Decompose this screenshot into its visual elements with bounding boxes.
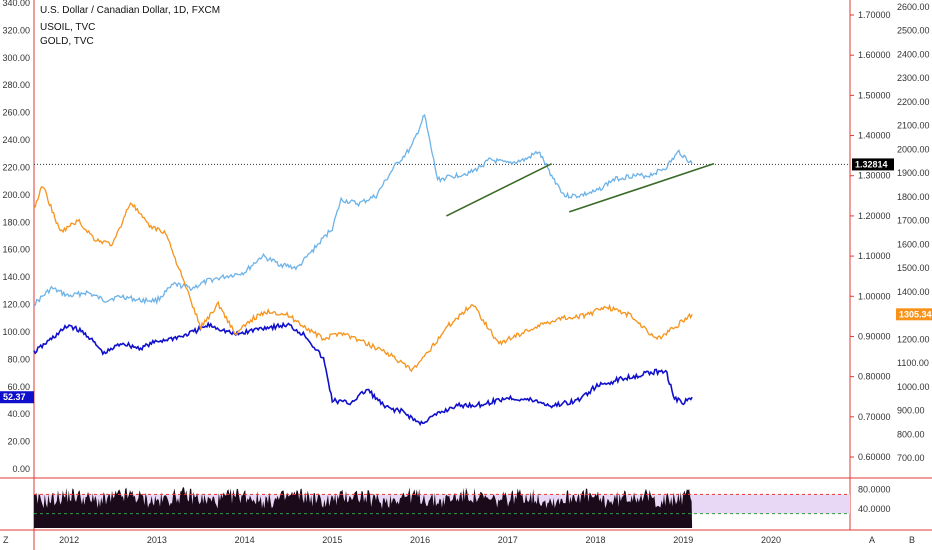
left-tick-label: 40.00 [7,409,30,419]
last-value-tags: 52.37 1.32814 1305.34 [0,158,932,404]
rsi-tick-label: 80.0000 [858,485,891,495]
x-tick-label: 2019 [673,535,693,545]
left-tick-label: 120.00 [2,300,30,310]
gold-series-line [33,185,693,373]
left-tick-label: 20.00 [7,437,30,447]
right-tick-label: 1500.00 [897,263,930,273]
x-tick-label: 2012 [59,535,79,545]
right-tick-label: 2400.00 [897,49,930,59]
left-tick-label: 80.00 [7,354,30,364]
right-tick-label: 800.00 [897,429,925,439]
right-tick-label: 2500.00 [897,26,930,36]
left-tick-label: 340.00 [2,0,30,8]
usoil-series-line [33,321,693,427]
x-tick-label: 2018 [586,535,606,545]
right-tick-label: 1900.00 [897,168,930,178]
left-tick-label: 280.00 [2,80,30,90]
right-tick-label: 2600.00 [897,2,930,12]
x-axis: 2012 2013 2014 2015 2016 2017 2018 2019 2020 [59,535,781,545]
right-tick-label: 2000.00 [897,144,930,154]
gold-last-value-tag: 1305.34 [899,309,932,319]
legend-usoil: USOIL, TVC [40,22,95,33]
left-axis: 340.00 320.00 300.00 280.00 260.00 240.00 220.… [2,0,30,474]
legend-gold: GOLD, TVC [40,36,94,47]
left-tick-label: 180.00 [2,217,30,227]
rsi-panel: RSI [34,483,850,528]
usoil-last-value-tag-bg [0,391,34,404]
right-tick-label: 700.00 [897,453,925,463]
x-tick-label: 2020 [761,535,781,545]
left-tick-label: 220.00 [2,162,30,172]
mid-tick-label: 1.70000 [858,10,891,20]
left-tick-label: 200.00 [2,190,30,200]
mid-tick-label: 0.90000 [858,331,891,341]
trendline-1[interactable] [446,162,553,217]
left-tick-label: 260.00 [2,108,30,118]
right-tick-label: 1000.00 [897,382,930,392]
mid-tick-label: 1.50000 [858,90,891,100]
rsi-fill [34,487,693,528]
rsi-tick-label: 40.0000 [858,504,891,514]
left-tick-label: 240.00 [2,135,30,145]
mid-tick-label: 1.60000 [858,50,891,60]
right-tick-label: 1800.00 [897,192,930,202]
mid-tick-label: 0.60000 [858,452,891,462]
left-tick-label: 100.00 [2,327,30,337]
right-tick-label: 1700.00 [897,216,930,226]
series-layer [33,113,693,427]
x-tick-label: 2017 [498,535,518,545]
right-axis: 2600.00 2500.00 2400.00 2300.00 2200.00 2100.… [897,2,930,463]
axis-corner-a[interactable]: A [869,535,875,545]
left-tick-label: 160.00 [2,245,30,255]
left-tick-label: 320.00 [2,25,30,35]
mid-axis: 1.70000 1.60000 1.50000 1.40000 1.30000 1.200… [850,10,891,462]
axis-corner-b[interactable]: B [909,535,915,545]
mid-tick-label: 1.40000 [858,131,891,141]
left-tick-label: 0.00 [12,464,30,474]
gold-last-value-tag-bg [896,308,932,321]
left-tick-label: 140.00 [2,272,30,282]
axis-corner-z[interactable]: Z [3,535,9,545]
left-tick-label: 300.00 [2,53,30,63]
right-tick-label: 1100.00 [897,358,929,368]
x-tick-label: 2016 [410,535,430,545]
right-tick-label: 2300.00 [897,73,930,83]
right-tick-label: 2100.00 [897,121,930,131]
x-tick-label: 2014 [235,535,255,545]
mid-tick-label: 1.10000 [858,251,891,261]
usdcad-series-line [33,113,693,307]
left-tick-label: 60.00 [7,382,30,392]
right-tick-label: 900.00 [897,406,925,416]
trendline-layer[interactable] [446,162,715,217]
mid-tick-label: 1.30000 [858,171,891,181]
right-tick-label: 1200.00 [897,334,930,344]
legend-main-symbol: U.S. Dollar / Canadian Dollar, 1D, FXCM [40,5,220,16]
x-tick-label: 2015 [322,535,342,545]
rsi-label: RSI [40,483,55,493]
mid-tick-label: 0.70000 [858,412,891,422]
trendline-2[interactable] [568,162,715,213]
right-tick-label: 1400.00 [897,287,930,297]
right-tick-label: 1600.00 [897,239,930,249]
mid-tick-label: 0.80000 [858,372,891,382]
mid-tick-label: 1.00000 [858,291,891,301]
x-tick-label: 2013 [147,535,167,545]
usoil-last-value-tag: 52.37 [3,392,26,402]
rsi-axis: 80.0000 40.0000 [858,485,891,514]
usdcad-last-value-tag: 1.32814 [855,159,888,169]
usdcad-last-value-tag-bg [852,158,894,171]
mid-tick-label: 1.20000 [858,211,891,221]
right-tick-label: 2200.00 [897,97,930,107]
